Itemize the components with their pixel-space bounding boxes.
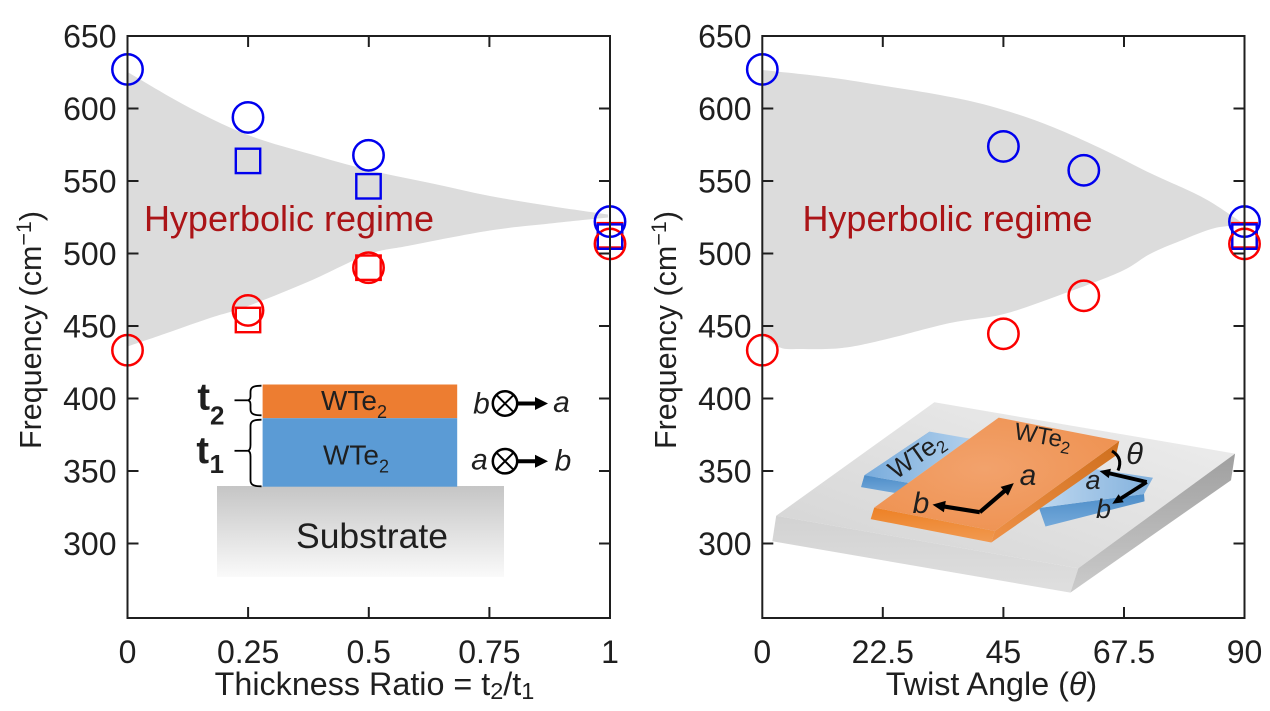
svg-text:Thickness Ratio = t2/t1: Thickness Ratio = t2/t1 [215, 666, 535, 704]
svg-text:45: 45 [986, 634, 1022, 670]
svg-text:a: a [471, 444, 488, 477]
svg-text:b: b [473, 388, 490, 421]
svg-text:0.75: 0.75 [458, 634, 520, 670]
svg-text:a: a [1085, 465, 1100, 495]
svg-text:650: 650 [698, 19, 751, 55]
svg-text:b: b [1096, 494, 1111, 524]
svg-text:22.5: 22.5 [852, 634, 914, 670]
svg-text:t: t [197, 377, 210, 419]
svg-text:67.5: 67.5 [1093, 634, 1155, 670]
svg-text:1: 1 [210, 449, 224, 479]
svg-text:θ: θ [1126, 436, 1143, 471]
svg-text:a: a [553, 386, 570, 419]
svg-text:600: 600 [698, 91, 751, 127]
svg-text:Twist Angle (θ): Twist Angle (θ) [886, 666, 1097, 702]
svg-text:550: 550 [698, 164, 751, 200]
svg-text:450: 450 [698, 309, 751, 345]
svg-text:400: 400 [698, 381, 751, 417]
svg-text:350: 350 [63, 454, 116, 490]
svg-text:1: 1 [601, 634, 619, 670]
svg-text:500: 500 [63, 236, 116, 272]
svg-text:350: 350 [698, 454, 751, 490]
svg-text:WTe2: WTe2 [321, 385, 387, 422]
svg-text:Substrate: Substrate [296, 516, 448, 556]
svg-text:600: 600 [63, 91, 116, 127]
svg-text:300: 300 [63, 526, 116, 562]
svg-text:a: a [1020, 459, 1037, 492]
svg-text:Frequency (cm−1): Frequency (cm−1) [647, 211, 683, 449]
svg-text:450: 450 [63, 309, 116, 345]
svg-text:0: 0 [753, 634, 771, 670]
svg-text:Frequency (cm−1): Frequency (cm−1) [12, 211, 48, 449]
svg-text:b: b [555, 445, 572, 478]
svg-text:b: b [913, 487, 930, 520]
svg-text:400: 400 [63, 381, 116, 417]
svg-text:2: 2 [210, 400, 224, 430]
svg-text:650: 650 [63, 19, 116, 55]
svg-text:Hyperbolic regime: Hyperbolic regime [802, 198, 1092, 239]
svg-text:0.5: 0.5 [346, 634, 390, 670]
svg-text:WTe2: WTe2 [323, 440, 389, 477]
svg-text:550: 550 [63, 164, 116, 200]
svg-text:t: t [196, 430, 209, 472]
svg-text:300: 300 [698, 526, 751, 562]
svg-text:500: 500 [698, 236, 751, 272]
svg-text:0.25: 0.25 [217, 634, 279, 670]
svg-text:Hyperbolic regime: Hyperbolic regime [144, 198, 434, 239]
svg-text:90: 90 [1227, 634, 1263, 670]
svg-text:0: 0 [119, 634, 137, 670]
